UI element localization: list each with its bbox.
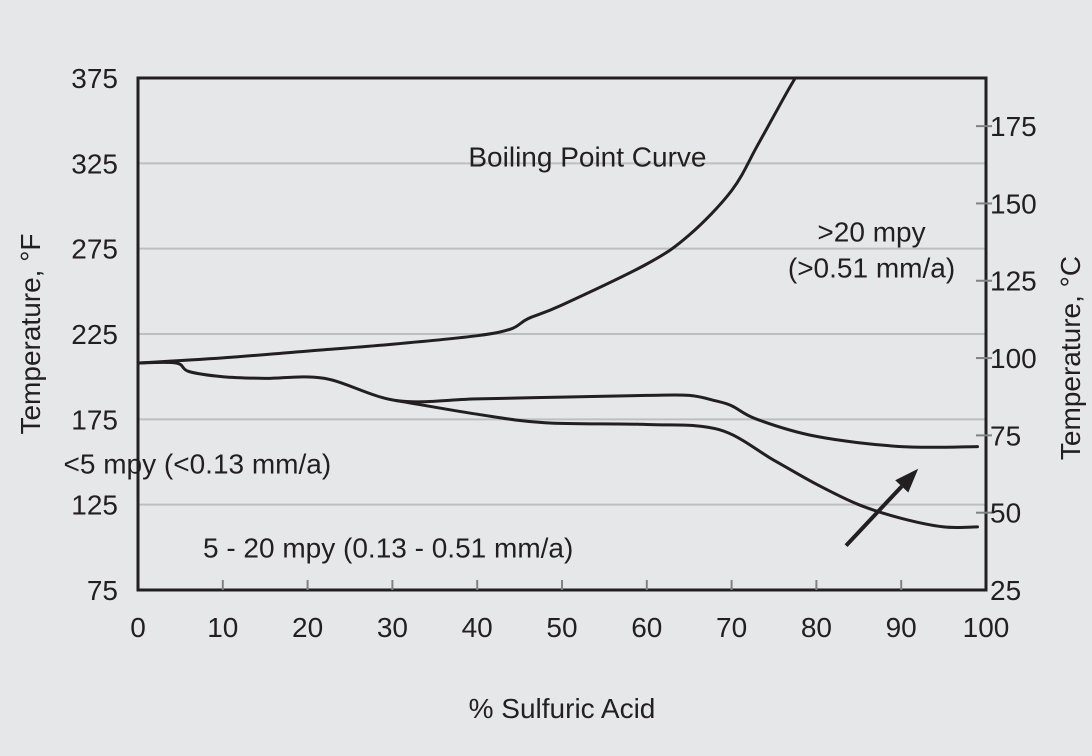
series-line-3 [395, 399, 979, 530]
y-axis-left: 75 125 175 225 275 325 375 [71, 63, 118, 606]
y-axis-title-left: Temperature, °F [15, 233, 46, 434]
x-tick-label: 50 [546, 612, 577, 643]
x-tick-label: 40 [462, 612, 493, 643]
y-tick-label-right: 25 [990, 575, 1021, 606]
annotation-label: <5 mpy (<0.13 mm/a) [64, 449, 332, 480]
annotation-label: 5 - 20 mpy (0.13 - 0.51 mm/a) [203, 532, 573, 563]
x-tick-label: 90 [886, 612, 917, 643]
series-line-1 [136, 76, 797, 365]
series-line-2 [136, 360, 979, 449]
x-tick-label: 10 [207, 612, 238, 643]
annotation-label: Boiling Point Curve [468, 142, 706, 173]
annotation-label: (>0.51 mm/a) [788, 252, 955, 283]
y-tick-label-left: 275 [71, 234, 118, 265]
y-tick-label-left: 125 [71, 490, 118, 521]
y-tick-label-right: 150 [990, 188, 1037, 219]
y-tick-label-left: 75 [87, 575, 118, 606]
gridlines [138, 162, 986, 506]
series-layer [136, 76, 979, 530]
y-tick-label-left: 375 [71, 63, 118, 94]
y-tick-label-right: 75 [990, 420, 1021, 451]
x-tick-label: 60 [631, 612, 662, 643]
annotation-label: >20 mpy [817, 217, 925, 248]
y-axis-right: 25 50 75 100 125 150 175 [976, 111, 1037, 606]
y-tick-label-right: 50 [990, 498, 1021, 529]
x-tick-label: 0 [130, 612, 146, 643]
x-tick-label: 100 [963, 612, 1010, 643]
arrow-head [895, 468, 919, 493]
x-tick-label: 80 [801, 612, 832, 643]
y-axis-title-right: Temperature, °C [1055, 256, 1086, 460]
y-tick-label-left: 325 [71, 148, 118, 179]
y-tick-label-left: 225 [71, 319, 118, 350]
x-axis: 0 10 20 30 40 50 60 70 80 90 100 [130, 580, 1009, 643]
x-tick-label: 20 [292, 612, 323, 643]
arrow [844, 468, 919, 547]
x-axis-title: % Sulfuric Acid [469, 693, 656, 724]
arrow-shaft [844, 484, 904, 547]
y-tick-label-right: 175 [990, 111, 1037, 142]
y-tick-label-right: 125 [990, 266, 1037, 297]
y-tick-label-left: 175 [71, 404, 118, 435]
x-tick-label: 30 [377, 612, 408, 643]
annotations: Boiling Point Curve >20 mpy (>0.51 mm/a) <5… [64, 142, 956, 564]
y-tick-label-right: 100 [990, 343, 1037, 374]
x-tick-label: 70 [716, 612, 747, 643]
